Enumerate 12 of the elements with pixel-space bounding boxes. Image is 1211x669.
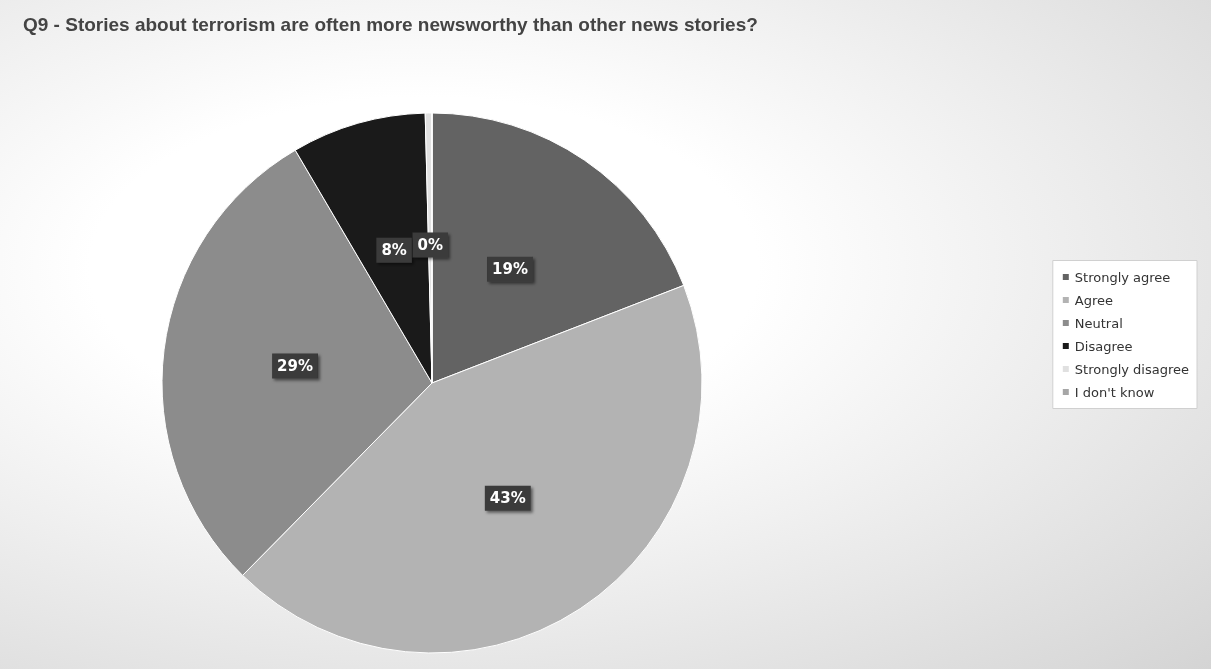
legend-label: I don't know: [1074, 384, 1155, 400]
legend-label: Strongly agree: [1074, 269, 1171, 285]
data-label: 0%: [417, 236, 443, 255]
legend-label: Neutral: [1074, 315, 1123, 331]
legend-label: Disagree: [1074, 338, 1133, 354]
data-label: 29%: [277, 357, 313, 376]
data-label: 8%: [381, 241, 407, 260]
data-label: 19%: [492, 260, 528, 279]
chart-title: Q9 - Stories about terrorism are often more newsworthy than other news stories?: [23, 14, 758, 35]
legend-label: Strongly disagree: [1074, 361, 1189, 377]
data-label: 43%: [489, 489, 526, 508]
legend-label: Agree: [1074, 292, 1113, 308]
